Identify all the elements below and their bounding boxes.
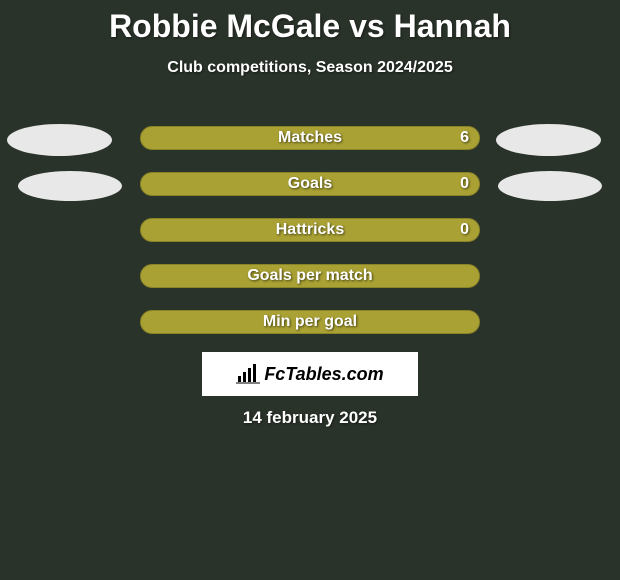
stat-label: Hattricks bbox=[141, 221, 479, 239]
stat-value-right: 0 bbox=[460, 221, 469, 239]
stat-row: Hattricks 0 bbox=[0, 210, 620, 256]
stat-label: Min per goal bbox=[141, 313, 479, 331]
player-left-avatar bbox=[7, 124, 112, 156]
stat-label: Goals per match bbox=[141, 267, 479, 285]
stat-label: Matches bbox=[141, 129, 479, 147]
stat-bar: Min per goal bbox=[140, 310, 480, 334]
comparison-infographic: Robbie McGale vs Hannah Club competition… bbox=[0, 0, 620, 580]
attribution-text: FcTables.com bbox=[264, 364, 383, 385]
stat-bar: Hattricks 0 bbox=[140, 218, 480, 242]
stat-row: Matches 6 bbox=[0, 118, 620, 164]
player-right-avatar bbox=[498, 171, 602, 201]
player-right-avatar bbox=[496, 124, 601, 156]
attribution-badge: FcTables.com bbox=[202, 352, 418, 396]
stat-bar: Goals per match bbox=[140, 264, 480, 288]
stat-label: Goals bbox=[141, 175, 479, 193]
stat-row: Min per goal bbox=[0, 302, 620, 348]
stat-row: Goals per match bbox=[0, 256, 620, 302]
stat-value-right: 0 bbox=[460, 175, 469, 193]
stat-bar: Goals 0 bbox=[140, 172, 480, 196]
stat-value-right: 6 bbox=[460, 129, 469, 147]
page-title: Robbie McGale vs Hannah bbox=[0, 0, 620, 45]
stat-bar: Matches 6 bbox=[140, 126, 480, 150]
player-left-avatar bbox=[18, 171, 122, 201]
subtitle: Club competitions, Season 2024/2025 bbox=[0, 59, 620, 77]
date-label: 14 february 2025 bbox=[0, 408, 620, 428]
stat-rows: Matches 6 Goals 0 Hattricks 0 Goals per … bbox=[0, 118, 620, 348]
bar-chart-icon bbox=[236, 364, 260, 384]
stat-row: Goals 0 bbox=[0, 164, 620, 210]
